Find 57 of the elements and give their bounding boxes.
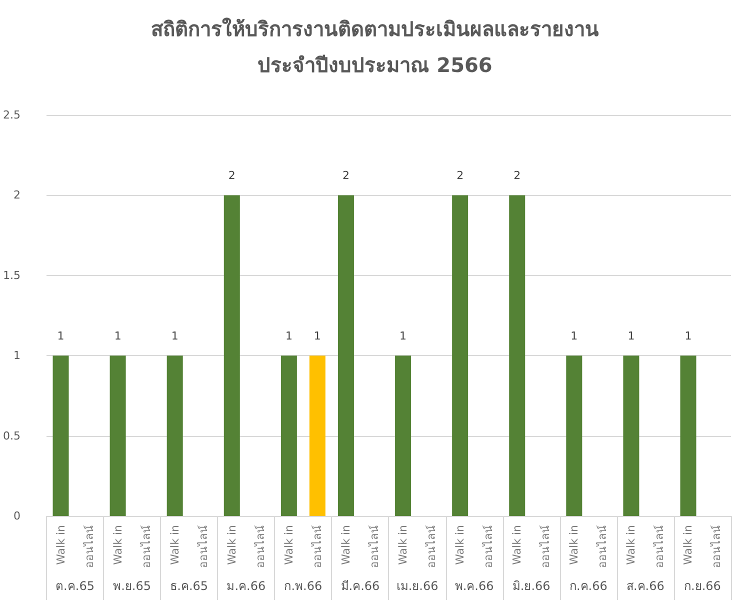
y-tick-label: 0.5 xyxy=(2,429,20,442)
y-tick-label: 1.5 xyxy=(2,268,20,282)
data-label: 1 xyxy=(285,330,292,343)
data-label: 1 xyxy=(171,330,178,343)
x-tick-label: ต.ค.65 xyxy=(56,579,94,593)
text: Walk in xyxy=(568,525,581,565)
data-label: 2 xyxy=(514,169,521,182)
chart-title: สถิติการให้บริการงานติดตามประเมินผลและรายงาน xyxy=(151,17,599,41)
data-label: 1 xyxy=(628,330,635,343)
text: ออนไลน์ xyxy=(196,525,210,568)
chart-subtitle: ประจำปีงบประมาณ 2566 xyxy=(258,53,492,77)
y-tick-label: 2.5 xyxy=(2,108,20,122)
data-label: 2 xyxy=(456,169,464,182)
text: Walk in xyxy=(396,525,410,565)
text: ออนไลน์ xyxy=(539,525,552,568)
y-tick-label: 2 xyxy=(13,188,20,202)
y-tick-label: 0 xyxy=(13,510,20,522)
text: Walk in xyxy=(54,524,68,565)
x-tick-label: ก.ย.66 xyxy=(684,579,721,593)
text: Walk in xyxy=(168,525,182,565)
x-tick-label: ก.พ.66 xyxy=(284,579,322,593)
data-label: 1 xyxy=(570,330,578,343)
text: ออนไลน์ xyxy=(653,525,666,568)
text: ออนไลน์ xyxy=(82,525,96,568)
x-tick-label: ส.ค.66 xyxy=(626,579,664,593)
text: Walk in xyxy=(282,525,296,565)
text: Walk in xyxy=(454,525,467,565)
x-tick-label: ธ.ค.65 xyxy=(170,579,208,593)
x-tick-label: ก.ค.66 xyxy=(569,579,608,593)
text: Walk in xyxy=(682,525,695,565)
text: ออนไลน์ xyxy=(596,525,610,568)
text: Walk in xyxy=(510,525,524,565)
x-tick-label: พ.ย.65 xyxy=(113,579,152,593)
text: Walk in xyxy=(225,525,238,565)
text: ออนไลน์ xyxy=(482,525,496,568)
data-label: 2 xyxy=(342,169,350,182)
data-label: 1 xyxy=(57,330,64,343)
text: ออนไลน์ xyxy=(140,525,153,568)
data-label: 1 xyxy=(314,330,321,343)
text: ออนไลน์ xyxy=(425,525,438,568)
data-label: 1 xyxy=(400,330,407,343)
text: ออนไลน์ xyxy=(368,525,381,568)
x-tick-label: เม.ย.66 xyxy=(396,579,438,593)
text: ออนไลน์ xyxy=(254,525,267,568)
y-tick-label: 1 xyxy=(13,349,20,362)
x-tick-label: มิ.ย.66 xyxy=(512,579,550,593)
text: ออนไลน์ xyxy=(310,525,324,568)
x-tick-label: มี.ค.66 xyxy=(340,579,380,593)
x-tick-label: ม.ค.66 xyxy=(226,579,266,593)
text: ออนไลน์ xyxy=(710,525,724,568)
data-label: 1 xyxy=(684,330,692,343)
data-label: 2 xyxy=(228,169,236,182)
text: Walk in xyxy=(111,525,124,565)
x-tick-label: พ.ค.66 xyxy=(454,579,494,593)
text: Walk in xyxy=(339,525,352,565)
data-label: 1 xyxy=(114,330,122,343)
text: Walk in xyxy=(624,525,638,565)
